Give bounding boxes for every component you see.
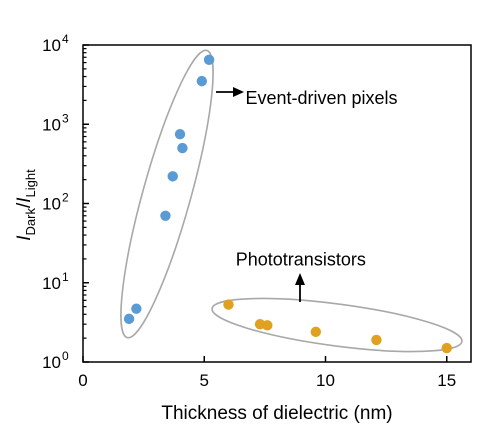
y-tick-label: 10: [42, 274, 61, 293]
y-tick-exponent: 2: [62, 191, 69, 205]
y-tick-label: 10: [42, 36, 61, 55]
annotation-event-driven-pixels: Event-driven pixels: [245, 88, 397, 108]
y-tick-label: 10: [42, 115, 61, 134]
data-point: [196, 75, 208, 87]
y-tick-label: 10: [42, 195, 61, 214]
x-tick-label: 15: [437, 371, 456, 390]
data-point: [223, 299, 234, 310]
y-tick-exponent: 4: [62, 32, 69, 46]
y-tick-exponent: 1: [62, 270, 69, 284]
data-point: [203, 54, 215, 66]
y-tick-exponent: 3: [62, 111, 69, 125]
data-point: [441, 342, 452, 354]
data-point: [123, 313, 135, 325]
x-tick-label: 0: [78, 371, 87, 390]
annotation-phototransistors: Phototransistors: [236, 250, 366, 270]
data-point: [160, 210, 171, 221]
event-driven-cluster-outline: [120, 49, 214, 339]
data-point: [174, 128, 186, 140]
phototransistor-arrow: [295, 273, 305, 302]
y-axis-title: IDark/ILight: [14, 169, 38, 241]
data-point: [177, 142, 188, 154]
axis-ticks: [82, 44, 448, 363]
x-tick-labels: 0 5 10 15: [78, 371, 456, 390]
data-point: [167, 171, 178, 182]
x-tick-label: 5: [200, 371, 209, 390]
data-point: [371, 334, 382, 346]
y-tick-label: 10: [42, 353, 61, 372]
y-tick-exponent: 0: [62, 349, 69, 363]
x-tick-label: 10: [316, 371, 335, 390]
data-point: [310, 326, 321, 338]
data-point: [131, 303, 142, 314]
data-point: [262, 320, 273, 331]
phototransistor-cluster-outline: [211, 297, 463, 353]
x-axis-title: Thickness of dielectric (nm): [161, 403, 392, 424]
event-driven-arrow: [216, 87, 244, 97]
data-points: [123, 54, 452, 354]
